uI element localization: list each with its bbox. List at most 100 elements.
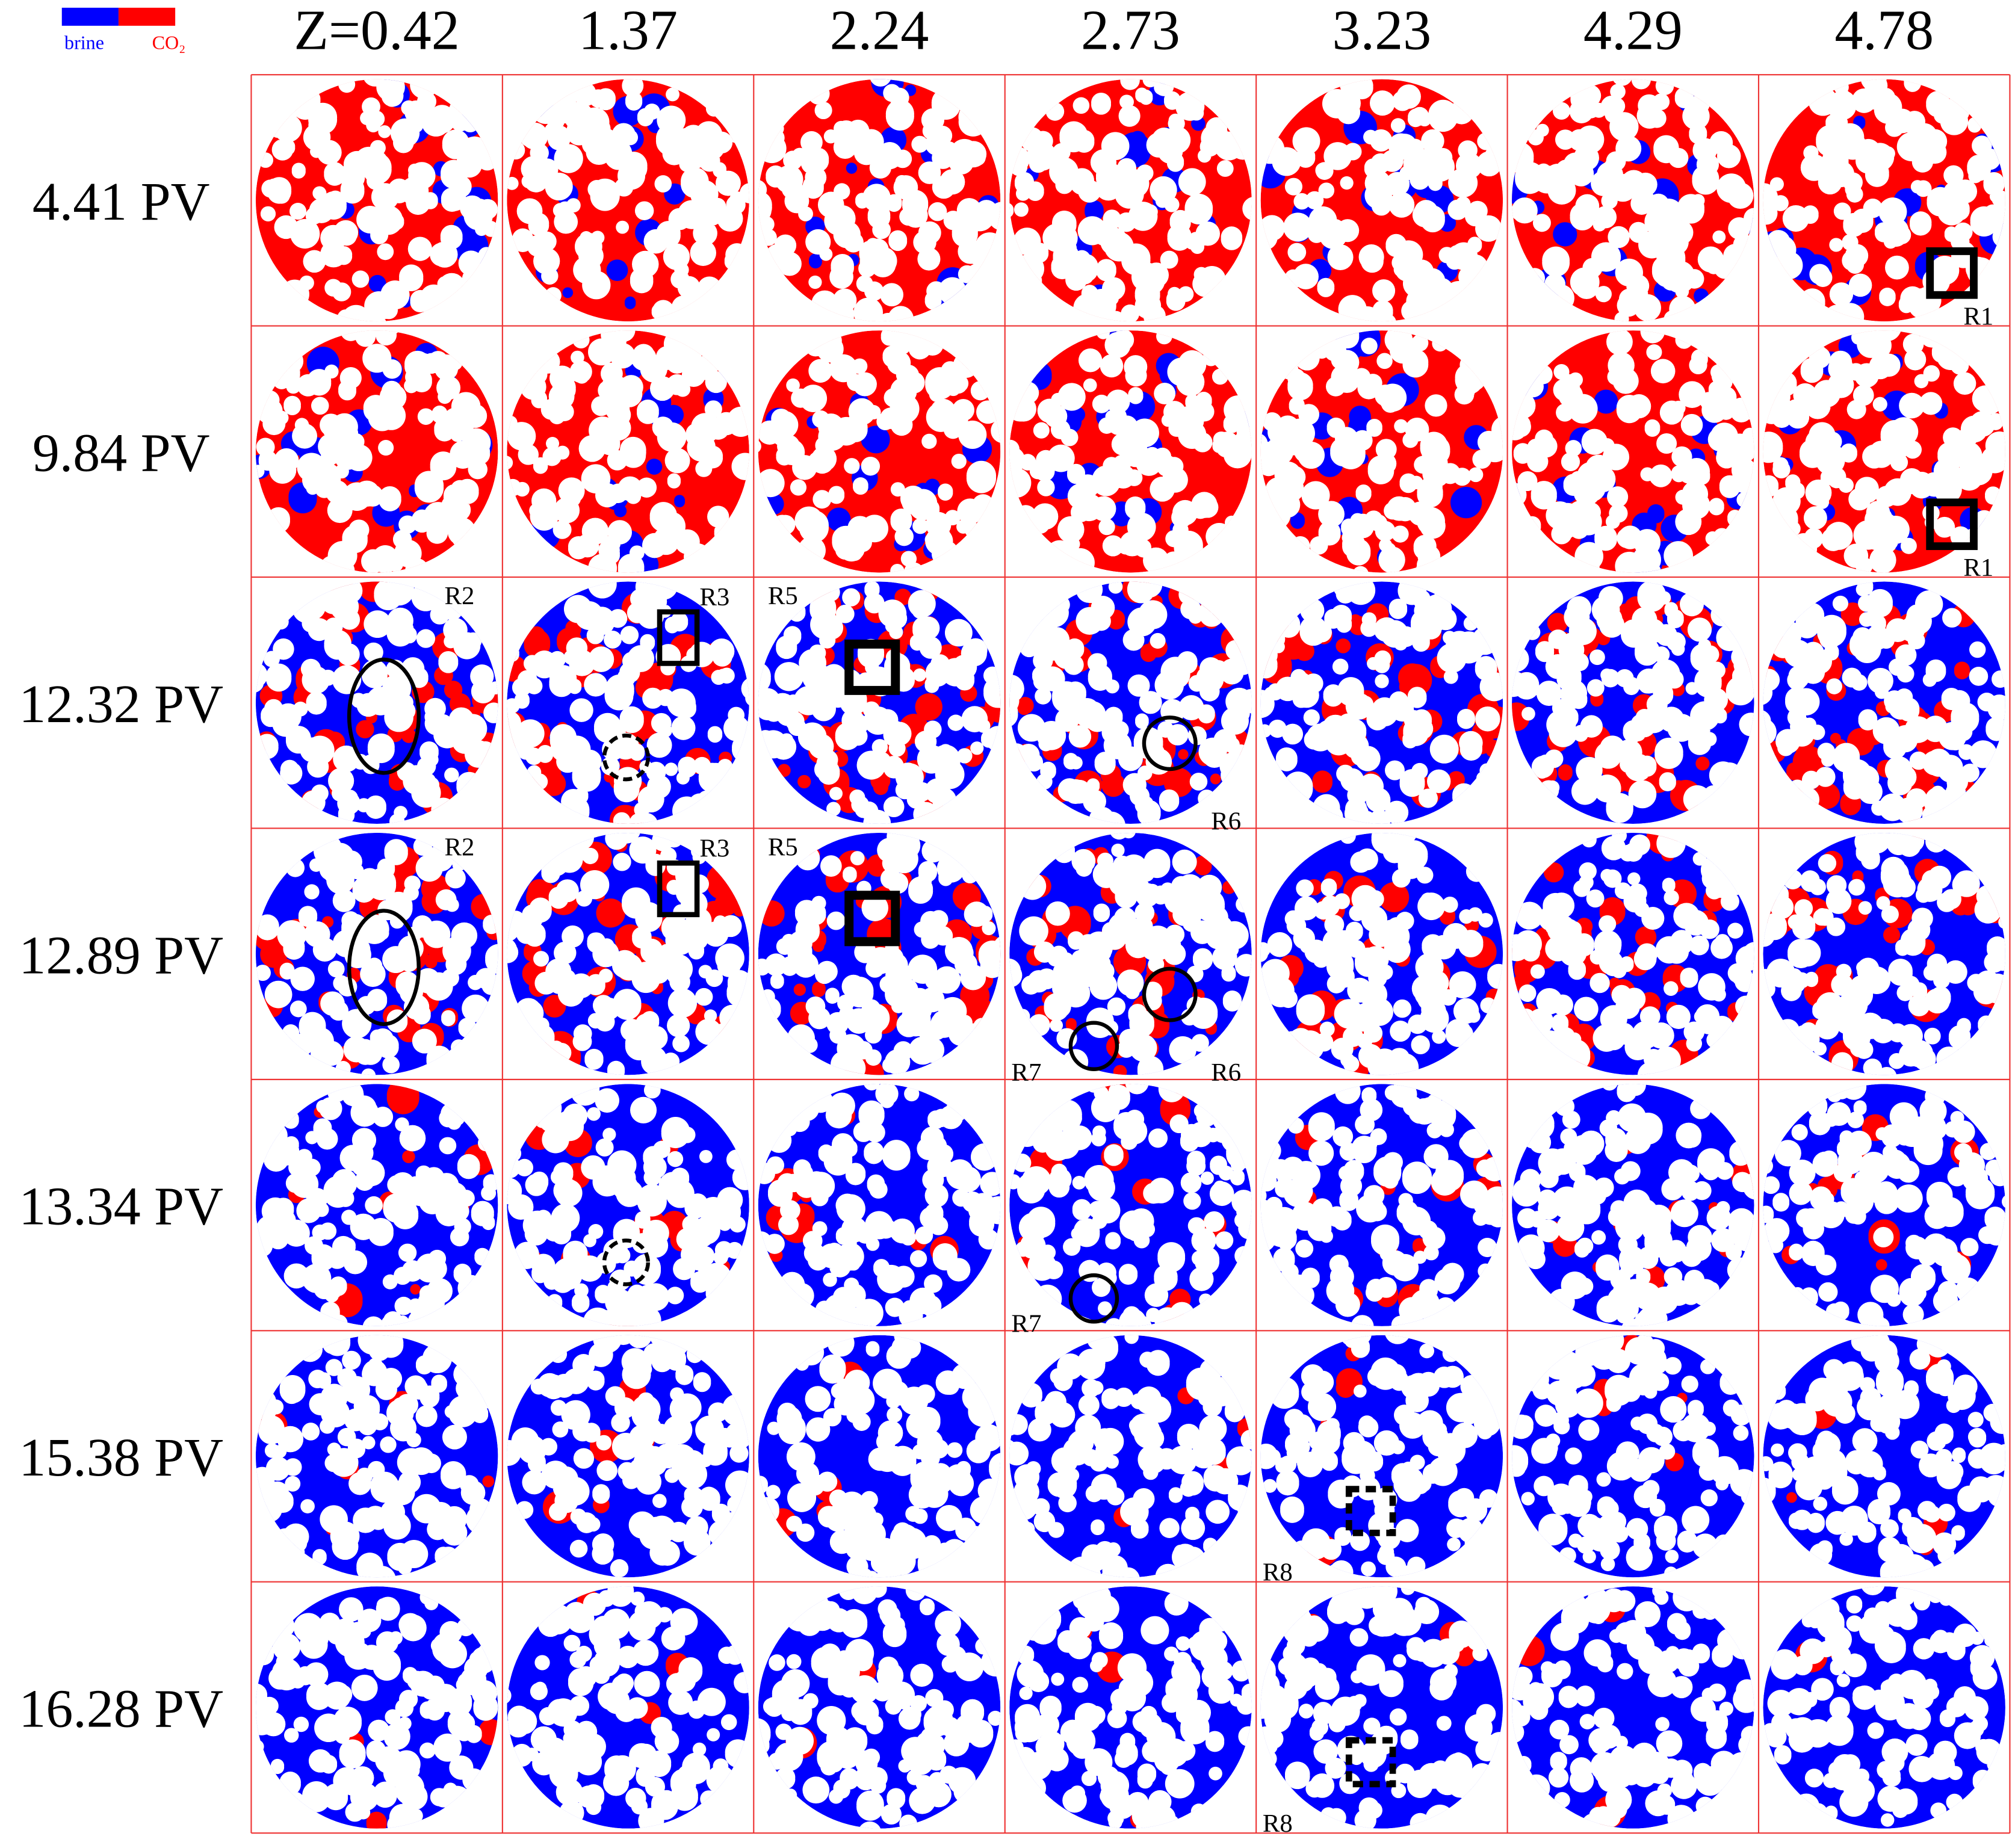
region-label: R8 <box>1263 1809 1293 1838</box>
region-box <box>1345 1737 1396 1788</box>
region-label: R6 <box>1211 1058 1241 1087</box>
pore-image <box>255 79 498 322</box>
grains <box>507 832 749 1075</box>
grains <box>1009 330 1252 573</box>
grains <box>758 581 1001 824</box>
grains <box>1009 1084 1252 1326</box>
pore-image <box>1009 1335 1252 1578</box>
pore-image <box>1512 1335 1754 1578</box>
grains <box>1763 1586 2005 1827</box>
cell-grid <box>255 79 2005 1829</box>
grains <box>507 1335 749 1578</box>
pore-image <box>1260 1084 1503 1326</box>
region-label: R7 <box>1011 1309 1041 1338</box>
column-header: 2.73 <box>1081 0 1180 61</box>
grains <box>758 330 1001 573</box>
pore-image <box>255 1335 498 1578</box>
pore-image <box>1260 1586 1503 1829</box>
region-ellipse <box>1142 715 1198 771</box>
pore-image <box>507 79 749 322</box>
region-ellipse <box>1068 1273 1119 1324</box>
grains <box>1512 581 1754 823</box>
pore-image <box>255 581 498 824</box>
grains <box>1009 581 1252 824</box>
legend-brine-label: brine <box>64 31 104 53</box>
region-box <box>844 891 900 947</box>
pore-image <box>758 330 1001 573</box>
column-header: Z=0.42 <box>294 0 459 61</box>
grains <box>255 833 498 1075</box>
pore-image <box>1512 581 1754 824</box>
region-label: R3 <box>699 583 729 611</box>
region-label: R5 <box>768 833 798 861</box>
pore-image <box>1512 1586 1754 1829</box>
row-label: 16.28 PV <box>19 1680 223 1739</box>
pore-image <box>1763 330 2005 573</box>
grains <box>1763 79 2005 322</box>
pore-image <box>1260 79 1503 322</box>
pore-image <box>255 330 498 573</box>
grains <box>1763 581 2005 824</box>
grains <box>1260 581 1503 824</box>
region-label: R7 <box>1011 1058 1041 1087</box>
grains <box>1260 832 1503 1075</box>
grains <box>1009 79 1252 322</box>
phase-patches <box>542 1376 655 1524</box>
grains <box>507 1084 749 1326</box>
row-label: 13.34 PV <box>19 1177 223 1237</box>
grains <box>255 1335 498 1578</box>
phase-patches <box>529 362 729 573</box>
region-box <box>657 860 700 918</box>
region-ellipse <box>1142 966 1198 1022</box>
region-ellipse <box>347 909 421 1027</box>
grains <box>255 1590 498 1829</box>
row-label: 15.38 PV <box>19 1428 223 1488</box>
pore-image <box>1260 330 1503 573</box>
phase-patches <box>1009 581 1250 803</box>
grains <box>758 1335 1001 1578</box>
pore-image <box>1763 581 2005 824</box>
region-label: R2 <box>445 582 475 610</box>
region-label: R3 <box>699 835 729 863</box>
pore-image <box>1512 330 1754 573</box>
legend-co2-label: CO₂ <box>152 31 186 53</box>
region-label: R1 <box>1963 554 1993 582</box>
row-label: 12.89 PV <box>19 926 223 985</box>
pore-image <box>1260 832 1503 1075</box>
pore-image <box>255 832 498 1075</box>
pore-image <box>1763 79 2005 322</box>
grains <box>758 1586 1001 1829</box>
grains <box>1009 832 1252 1075</box>
pore-image <box>1512 1084 1754 1326</box>
grains <box>255 581 498 824</box>
region-label: R8 <box>1263 1559 1293 1587</box>
pore-image <box>1009 832 1252 1075</box>
grains <box>1512 330 1754 573</box>
grains <box>507 330 749 573</box>
grains <box>758 1084 1001 1326</box>
pore-image <box>507 1586 749 1829</box>
region-label: R2 <box>445 833 475 861</box>
phase-patches <box>1303 1613 1475 1667</box>
grains <box>507 79 749 322</box>
region-label: R5 <box>768 582 798 610</box>
grains <box>258 79 498 322</box>
grains <box>1763 1335 2005 1578</box>
pore-image <box>507 1084 749 1326</box>
pore-image <box>1763 1335 2005 1578</box>
grains <box>1512 1084 1754 1326</box>
region-label: R1 <box>1963 302 1993 330</box>
region-ellipse <box>347 657 421 775</box>
grains <box>1512 832 1754 1075</box>
column-header: 1.37 <box>578 0 678 61</box>
row-label: 4.41 PV <box>32 172 210 232</box>
pore-image <box>1009 79 1252 322</box>
column-header: 2.24 <box>830 0 929 61</box>
grains <box>1009 1335 1252 1578</box>
pore-image <box>255 1084 498 1326</box>
grains <box>1260 330 1503 573</box>
grains <box>1260 79 1503 322</box>
grains <box>507 581 749 824</box>
pore-image <box>1763 1586 2005 1829</box>
row-label: 12.32 PV <box>19 675 223 734</box>
